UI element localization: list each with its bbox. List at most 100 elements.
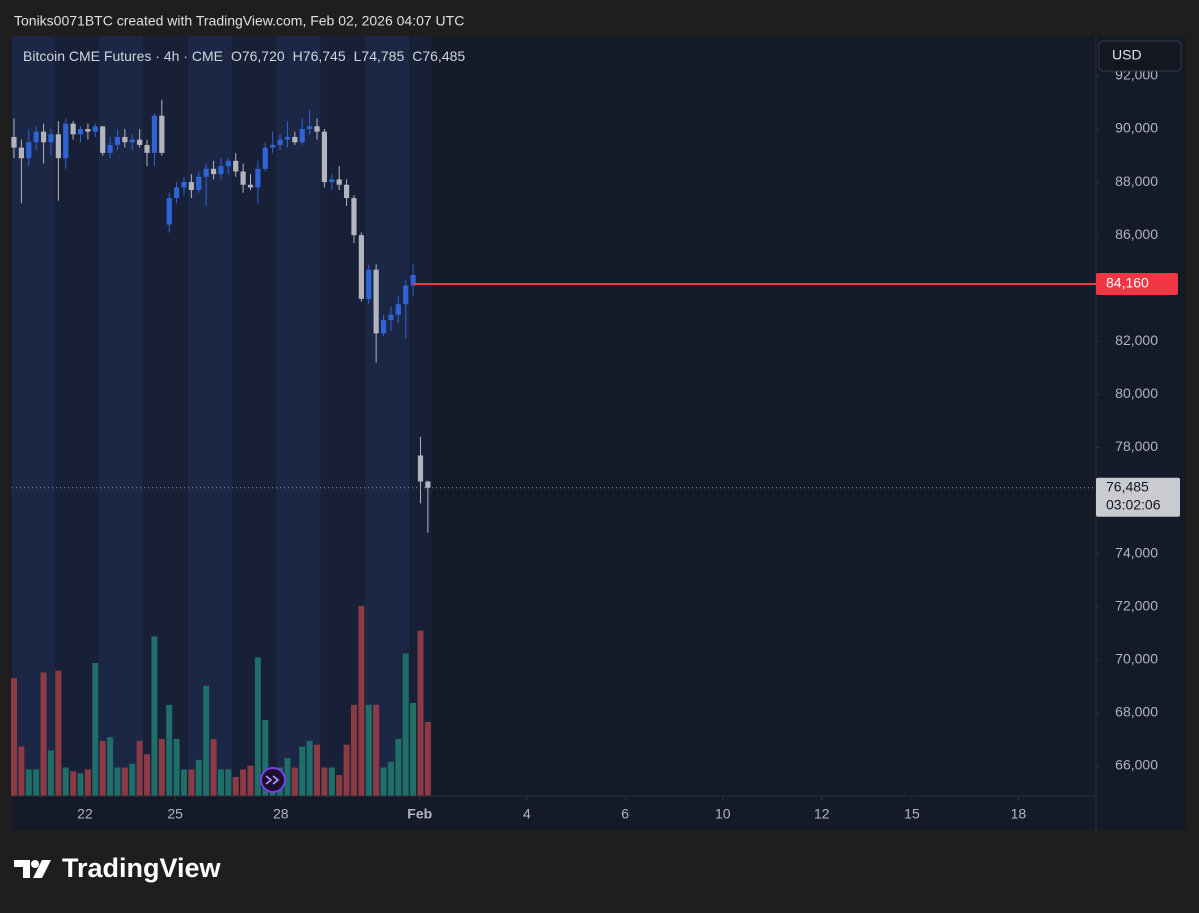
candle-body: [210, 168, 217, 175]
candle-body: [33, 131, 39, 143]
currency-box[interactable]: [1098, 40, 1182, 72]
candle-body: [292, 136, 298, 143]
x-tick-label: 25: [167, 806, 183, 822]
volume-bar: [284, 758, 291, 796]
volume-bar: [314, 744, 321, 796]
candle-body: [77, 129, 84, 135]
indicator-icon: [260, 767, 286, 793]
volume-bar: [402, 653, 409, 796]
y-tick-label: 86,000: [1115, 226, 1158, 242]
candle-body: [425, 481, 431, 488]
candle-body: [107, 144, 113, 153]
candle-body: [358, 235, 364, 299]
session-band: [365, 36, 410, 796]
y-tick-label: 88,000: [1115, 173, 1158, 189]
axes: 66,00068,00070,00072,00074,00076,00078,0…: [12, 67, 1180, 822]
session-band: [187, 36, 233, 796]
y-tick-label: 72,000: [1115, 597, 1158, 613]
volume-bar: [55, 670, 62, 796]
x-tick-label: 22: [77, 806, 93, 822]
y-tick-label: 68,000: [1115, 704, 1158, 720]
candle-body: [262, 147, 268, 169]
volume-bar: [99, 740, 106, 796]
currency[interactable]: USD: [1112, 47, 1142, 63]
candle-body: [85, 129, 91, 132]
x-tick-label: 4: [523, 806, 531, 822]
session-band: [12, 36, 55, 796]
volume-bar: [358, 606, 365, 796]
candle-body: [299, 129, 305, 143]
volume-bar: [195, 759, 202, 796]
volume-bar: [365, 704, 372, 796]
x-tick-label: Feb: [407, 806, 432, 822]
candle-body: [63, 123, 69, 159]
candle-body: [218, 166, 224, 175]
legend: Bitcoin CME Futures · 4h · CME O76,720 H76…: [23, 48, 465, 64]
volume-bar: [158, 739, 165, 796]
volume-bar: [151, 636, 158, 796]
price-line-box: [1096, 273, 1178, 296]
session-bands: [12, 36, 432, 796]
candle-body: [277, 139, 283, 145]
candle-body: [70, 123, 76, 135]
volume-bar: [25, 769, 32, 796]
candle-body: [18, 147, 24, 159]
candle-body: [270, 144, 276, 148]
session-band: [320, 36, 366, 796]
last-price-label: 76,485: [1106, 478, 1149, 494]
candle-body: [188, 182, 194, 191]
volume-bar: [350, 704, 357, 796]
volume-bar: [328, 767, 335, 796]
y-tick-label: 82,000: [1115, 332, 1158, 348]
volume-bar: [40, 672, 47, 796]
candle-body: [100, 126, 106, 153]
volume-bar: [188, 769, 195, 796]
volume-bar: [77, 773, 84, 796]
volume-bar: [33, 769, 40, 796]
volume-bar: [306, 740, 313, 796]
volume-bar: [70, 771, 77, 796]
legend-text: 76,745: [303, 48, 346, 64]
candle-body: [137, 139, 143, 145]
x-tick-label: 28: [273, 806, 289, 822]
volume-bar: [291, 767, 298, 796]
candle-body: [343, 184, 350, 199]
volume-bar: [254, 657, 261, 796]
candle-body: [203, 168, 209, 177]
legend-text: C: [412, 48, 422, 64]
legend-text: 76,720: [242, 48, 285, 64]
candle-body: [321, 131, 328, 183]
volume-bar: [84, 769, 91, 796]
candle-body: [129, 139, 135, 143]
candle-body: [92, 126, 98, 132]
volume-bar: [225, 769, 232, 796]
volume-bar: [232, 777, 239, 796]
volume-bar: [10, 678, 17, 796]
candle-body: [233, 160, 239, 172]
volume-bar: [424, 721, 431, 796]
candle-body: [40, 131, 47, 143]
countdown: 03:02:06: [1106, 496, 1161, 512]
legend-text: L: [354, 48, 362, 64]
candle-layer: [11, 99, 431, 533]
candle-body: [373, 269, 379, 334]
session-band: [232, 36, 277, 796]
volume-bar: [299, 746, 306, 796]
candle-body: [166, 198, 172, 225]
volume-bar: [144, 754, 151, 796]
candle-body: [403, 285, 409, 305]
volume-bar: [262, 720, 269, 796]
x-tick-label: 15: [904, 806, 920, 822]
candle-body: [173, 187, 180, 199]
volume-bar: [217, 769, 224, 796]
y-tick-label: 80,000: [1115, 385, 1158, 401]
volume-bar: [18, 746, 25, 796]
volume-bar: [173, 739, 180, 796]
candle-body: [284, 136, 291, 140]
y-tick-label: 90,000: [1115, 120, 1158, 136]
candle-body: [11, 136, 17, 148]
volume-bar: [321, 767, 328, 796]
candle-body: [380, 320, 387, 334]
legend-text: H: [293, 48, 303, 64]
candle-body: [395, 304, 401, 315]
